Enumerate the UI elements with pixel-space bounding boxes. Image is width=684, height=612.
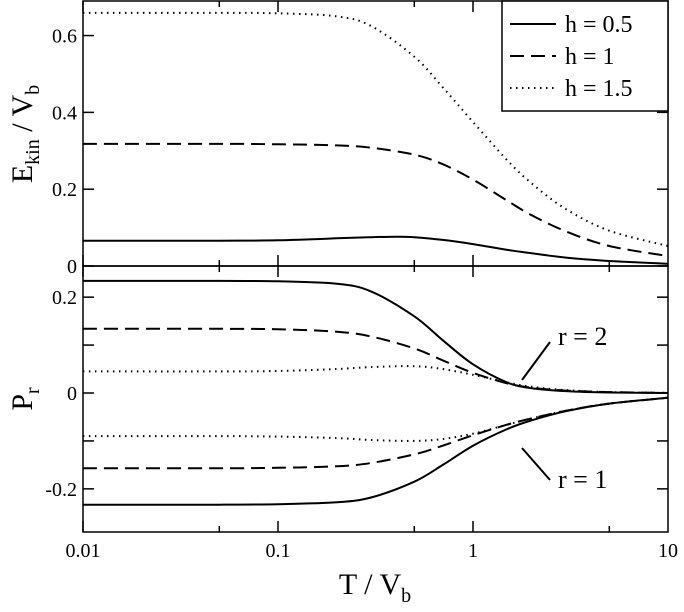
annotation-r2: r = 2 bbox=[558, 322, 607, 351]
top-y-label-main: E bbox=[6, 165, 39, 183]
bottom-series-group bbox=[83, 279, 668, 506]
bottom-y-tick-label: -0.2 bbox=[45, 479, 77, 501]
bottom-series-h-1-r-2-line bbox=[83, 327, 668, 394]
annotations-group: r = 2 r = 1 bbox=[521, 322, 607, 494]
legend-label: h = 1.5 bbox=[565, 76, 633, 102]
annotation-leader-r2 bbox=[521, 341, 551, 381]
legend: h = 0.5 h = 1 h = 1.5 bbox=[501, 0, 669, 112]
top-series-h-0-5-line bbox=[83, 235, 668, 265]
bottom-y-tick-label: 0.2 bbox=[52, 287, 77, 309]
top-y-axis-label: Ekin / Vb bbox=[6, 85, 44, 183]
legend-label: h = 0.5 bbox=[565, 12, 633, 38]
top-y-tick-label: 0.6 bbox=[52, 26, 77, 48]
top-series-h-1-5-line bbox=[83, 11, 668, 247]
top-series-h-1-line bbox=[83, 142, 668, 257]
bottom-panel: -0.2 0 0.2 0.01 0.1 1 10 r = 2 r = 1 Pr T / Vb bbox=[6, 265, 678, 607]
x-tick-label: 1 bbox=[468, 540, 478, 562]
x-label-sub: b bbox=[401, 585, 411, 607]
top-y-tick-label: 0.4 bbox=[52, 102, 77, 124]
bottom-y-label-sub: r bbox=[22, 387, 44, 394]
x-tick-label: 10 bbox=[658, 540, 678, 562]
bottom-y-label-main: P bbox=[6, 394, 39, 411]
top-panel: 0 0.2 0.4 0.6 h = 0.5 h = 1 h = 1.5 Ekin / Vb bbox=[6, 0, 669, 278]
x-tick-label: 0.1 bbox=[266, 540, 291, 562]
bottom-y-axis-label: Pr bbox=[6, 387, 44, 411]
bottom-ticks-group: -0.2 0 0.2 0.01 0.1 1 10 bbox=[45, 266, 678, 562]
legend-box bbox=[501, 0, 669, 112]
top-series-group bbox=[83, 11, 668, 265]
annotation-leader-r1 bbox=[521, 447, 551, 481]
x-axis-label: T / Vb bbox=[339, 568, 411, 607]
bottom-series-h-1-5-r-1-line bbox=[83, 396, 668, 442]
top-y-tick-label: 0.2 bbox=[52, 179, 77, 201]
x-label-main: T / V bbox=[339, 568, 402, 601]
x-tick-label: 0.01 bbox=[66, 540, 101, 562]
bottom-series-h-1-r-1-line bbox=[83, 396, 668, 470]
annotation-r1: r = 1 bbox=[558, 465, 607, 494]
top-y-tick-label: 0 bbox=[67, 256, 77, 278]
top-y-label-sub2: b bbox=[22, 85, 44, 95]
bottom-series-h-1-5-r-2-line bbox=[83, 365, 668, 394]
bottom-y-tick-label: 0 bbox=[67, 383, 77, 405]
bottom-panel-frame bbox=[82, 265, 669, 533]
top-y-label-sub: kin bbox=[22, 139, 44, 165]
legend-label: h = 1 bbox=[565, 44, 615, 70]
top-y-label-mid: / V bbox=[6, 94, 39, 139]
